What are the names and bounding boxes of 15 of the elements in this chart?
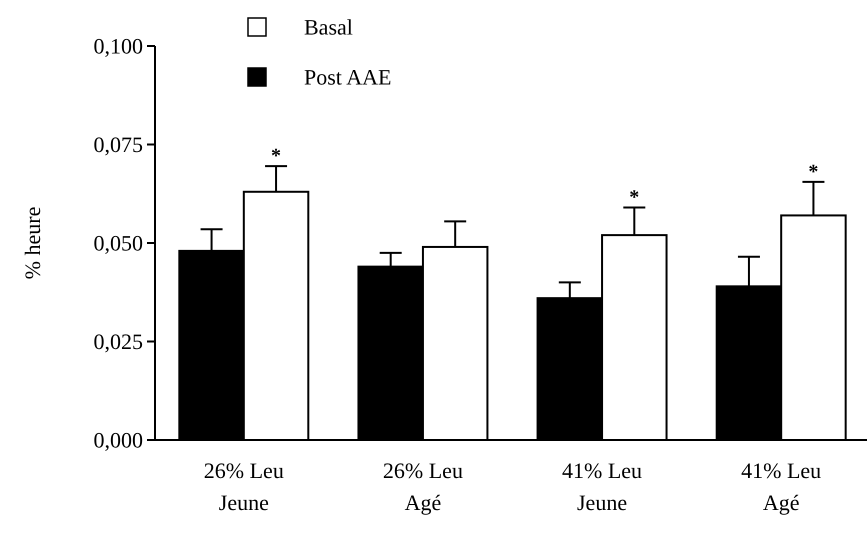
x-tick-label: 26% Leu Agé — [382, 458, 463, 515]
x-tick-label: 41% Leu Jeune — [562, 458, 642, 515]
y-tick-label: 0,000 — [94, 428, 143, 453]
y-tick-label: 0,075 — [94, 132, 143, 158]
y-axis-title: % heure — [20, 206, 45, 280]
y-tick-label: 0,050 — [94, 230, 143, 256]
legend-label: Post AAE — [304, 64, 392, 90]
annotation: * — [808, 160, 818, 183]
x-tick-label: 41% Leu Agé — [741, 458, 822, 515]
annotation: * — [629, 186, 640, 209]
x-tick-label: 26% Leu Jeune — [204, 458, 284, 515]
y-tick-label: 0,100 — [94, 34, 143, 59]
y-tick-label: 0,025 — [94, 329, 143, 354]
annotation: * — [271, 145, 282, 168]
legend-label: Basal — [304, 14, 353, 40]
